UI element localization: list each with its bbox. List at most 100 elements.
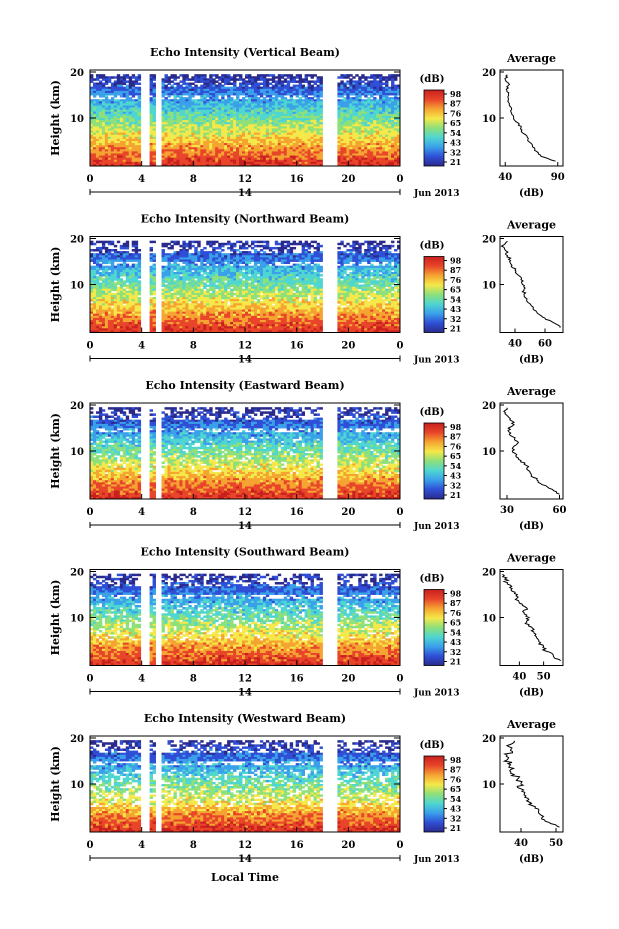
heatmap-cell: [101, 86, 106, 90]
heatmap-cell: [337, 163, 341, 167]
heatmap-cell: [250, 161, 255, 165]
heatmap-cell: [247, 147, 252, 150]
heatmap-cell: [90, 132, 94, 136]
heatmap-cell: [161, 132, 165, 136]
heatmap-cell: [110, 282, 115, 285]
heatmap-cell: [197, 136, 201, 140]
heatmap-cell: [301, 122, 306, 125]
heatmap-cell: [209, 136, 213, 140]
heatmap-cell: [173, 330, 177, 333]
heatmap-cell: [379, 132, 383, 136]
average-profile-line: [504, 74, 556, 162]
heatmap-cell: [262, 128, 267, 131]
heatmap-cell: [179, 269, 183, 273]
heatmap-cell: [152, 313, 156, 317]
heatmap-cell: [98, 105, 103, 108]
heatmap-cell: [376, 128, 380, 131]
heatmap-cell: [253, 122, 258, 125]
heatmap-cell: [250, 140, 255, 144]
heatmap-cell: [236, 78, 240, 81]
heatmap-cell: [128, 284, 133, 287]
heatmap-cell: [116, 74, 121, 77]
heatmap-cell: [355, 147, 359, 150]
heatmap-cell: [382, 105, 386, 108]
heatmap-cell: [92, 322, 97, 325]
heatmap-cell: [149, 109, 153, 113]
heatmap-cell: [298, 111, 303, 115]
heatmap-cell: [212, 149, 216, 152]
heatmap-cell: [161, 138, 165, 142]
heatmap-cell: [101, 103, 106, 106]
heatmap-cell: [277, 105, 282, 108]
heatmap-cell: [90, 78, 94, 81]
heatmap-cell: [370, 159, 374, 163]
heatmap-cell: [367, 88, 371, 92]
heatmap-cell: [167, 138, 171, 142]
heatmap-cell: [197, 101, 201, 104]
heatmap-cell: [173, 242, 177, 246]
heatmap-cell: [209, 95, 213, 98]
heatmap-cell: [149, 132, 153, 136]
heatmap-cell: [319, 82, 323, 86]
heatmap-cell: [337, 151, 341, 154]
heatmap-cell: [265, 111, 270, 115]
heatmap-cell: [119, 269, 124, 273]
heatmap-cell: [167, 307, 171, 310]
heatmap-cell: [95, 103, 100, 106]
heatmap-cell: [116, 294, 121, 298]
heatmap-cell: [310, 105, 314, 108]
heatmap-cell: [131, 149, 136, 152]
heatmap-cell: [274, 145, 279, 148]
heatmap-cell: [98, 251, 103, 254]
heatmap-cell: [128, 313, 133, 317]
heatmap-cell: [110, 140, 115, 144]
colorbar-tick-label: 98: [450, 89, 462, 99]
heatmap-cell: [385, 84, 389, 88]
heatmap-cell: [247, 88, 252, 92]
heatmap-cell: [98, 95, 103, 98]
heatmap-cell: [343, 126, 347, 129]
heatmap-cell: [346, 76, 350, 79]
heatmap-cell: [182, 99, 186, 102]
heatmap-cell: [286, 90, 291, 94]
heatmap-cell: [209, 86, 213, 90]
heatmap-cell: [355, 118, 359, 121]
heatmap-cell: [116, 163, 121, 167]
heatmap-cell: [107, 274, 112, 277]
heatmap-cell: [262, 157, 267, 161]
heatmap-cell: [107, 280, 112, 283]
heatmap-cell: [280, 101, 285, 104]
heatmap-cell: [358, 145, 362, 148]
heatmap-cell: [95, 292, 100, 296]
heatmap-cell: [286, 159, 291, 163]
heatmap-cell: [176, 309, 180, 313]
heatmap-cell: [268, 111, 273, 115]
heatmap-cell: [307, 136, 311, 140]
heatmap-cell: [298, 82, 303, 86]
heatmap-cell: [286, 103, 291, 106]
heatmap-cell: [337, 122, 341, 125]
heatmap-cell: [253, 82, 258, 86]
avg-y-tick-label: 20: [482, 68, 496, 79]
heatmap-cell: [250, 147, 255, 150]
heatmap-cell: [313, 95, 317, 98]
heatmap-cell: [376, 88, 380, 92]
heatmap-cell: [95, 259, 100, 262]
heatmap-cell: [382, 132, 386, 136]
heatmap-cell: [170, 143, 174, 146]
heatmap-cell: [134, 149, 139, 152]
heatmap-cell: [286, 109, 291, 113]
heatmap-cell: [101, 159, 106, 163]
heatmap-cell: [113, 82, 118, 86]
heatmap-cell: [92, 305, 97, 308]
heatmap-cell: [352, 92, 356, 96]
heatmap-cell: [200, 111, 204, 115]
heatmap-cell: [337, 124, 341, 127]
heatmap-cell: [236, 126, 240, 129]
heatmap-cell: [152, 128, 156, 131]
heatmap-cell: [304, 111, 308, 115]
heatmap-cell: [170, 322, 174, 325]
heatmap-cell: [215, 86, 219, 90]
heatmap-cell: [134, 140, 139, 144]
heatmap-cell: [307, 118, 311, 121]
